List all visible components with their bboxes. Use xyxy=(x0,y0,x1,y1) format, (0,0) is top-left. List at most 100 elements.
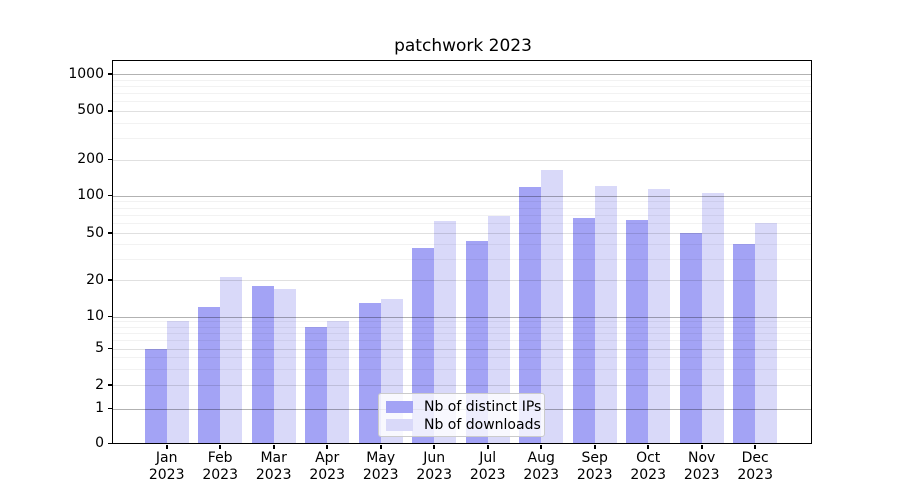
gridline-minor xyxy=(113,332,812,334)
y-tick-label: 50 xyxy=(86,224,104,241)
y-tick-label: 0 xyxy=(95,435,104,451)
bar-downloads-nov xyxy=(701,193,724,444)
bar-distinct-ips-feb xyxy=(198,306,221,444)
bar-downloads-jul xyxy=(487,216,510,444)
legend-swatch-distinct-ips xyxy=(386,401,413,413)
x-tick-label: Nov 2023 xyxy=(683,450,720,483)
gridline-minor xyxy=(113,259,812,261)
gridline-minor xyxy=(113,321,812,323)
x-axis-tick xyxy=(433,444,436,449)
x-tick-label: Sep 2023 xyxy=(576,450,613,483)
y-axis-tick xyxy=(108,232,112,234)
x-tick-label: Apr 2023 xyxy=(309,450,345,483)
bar-downloads-jun xyxy=(434,221,457,444)
legend-label-downloads: Nb of downloads xyxy=(424,417,541,433)
bar-distinct-ips-may xyxy=(358,302,381,444)
y-axis-tick xyxy=(108,407,112,410)
x-tick-label: May 2023 xyxy=(362,450,399,483)
gridline xyxy=(113,316,812,318)
plot-frame xyxy=(112,60,812,444)
y-tick-label: 200 xyxy=(77,151,104,167)
y-tick-label: 100 xyxy=(77,187,104,203)
gridline-minor xyxy=(113,101,812,103)
x-axis-tick xyxy=(540,444,543,449)
legend-swatch-downloads xyxy=(386,419,413,431)
gridline-minor xyxy=(113,368,812,370)
bar-downloads-jan xyxy=(166,321,189,444)
gridline-minor xyxy=(113,201,812,203)
bar-distinct-ips-jul xyxy=(465,240,488,444)
gridline-minor xyxy=(113,326,812,328)
x-tick-label: Jun 2023 xyxy=(416,450,452,483)
x-axis-tick xyxy=(700,444,703,449)
gridline xyxy=(113,159,812,161)
x-tick-label: Mar 2023 xyxy=(255,450,292,483)
gridline-minor xyxy=(113,122,812,124)
x-tick-label: Aug 2023 xyxy=(523,450,559,483)
gridline-minor xyxy=(113,93,812,95)
gridline xyxy=(113,74,812,76)
legend-entry-downloads: Nb of downloads xyxy=(386,416,544,434)
x-axis-tick xyxy=(219,444,222,449)
y-axis-tick xyxy=(108,194,112,197)
gridline-minor xyxy=(113,137,812,139)
bar-distinct-ips-aug xyxy=(519,186,542,444)
bar-downloads-aug xyxy=(541,170,564,444)
x-axis-tick xyxy=(754,444,757,449)
bar-distinct-ips-sep xyxy=(572,217,595,444)
y-tick-label: 5 xyxy=(95,340,104,356)
gridline-minor xyxy=(113,207,812,209)
gridline-minor xyxy=(113,223,812,225)
y-axis-tick xyxy=(108,347,112,350)
bar-distinct-ips-apr xyxy=(305,326,328,444)
gridline-minor xyxy=(113,340,812,342)
gridline-minor xyxy=(113,357,812,359)
gridline-minor xyxy=(113,244,812,246)
bar-downloads-mar xyxy=(273,288,296,444)
gridline-minor xyxy=(113,214,812,216)
gridline xyxy=(113,110,812,112)
gridline-minor xyxy=(113,79,812,81)
x-tick-label: Feb 2023 xyxy=(202,450,238,483)
legend: Nb of distinct IPs Nb of downloads xyxy=(378,393,545,437)
gridline-minor xyxy=(113,86,812,88)
y-axis-tick xyxy=(108,158,112,161)
bar-distinct-ips-jan xyxy=(144,348,167,444)
x-axis-tick xyxy=(272,444,275,449)
chart-title: patchwork 2023 xyxy=(394,36,532,56)
y-axis-tick xyxy=(108,109,112,112)
bar-distinct-ips-nov xyxy=(679,233,702,444)
x-tick-label: Dec 2023 xyxy=(737,450,773,483)
x-axis-tick xyxy=(593,444,596,449)
gridline xyxy=(113,233,812,234)
bar-downloads-dec xyxy=(755,223,778,444)
y-axis-tick xyxy=(108,384,112,386)
x-axis-tick xyxy=(165,444,168,449)
y-tick-label: 1 xyxy=(95,400,104,416)
bar-distinct-ips-oct xyxy=(626,220,649,444)
y-axis-tick xyxy=(108,315,112,318)
legend-label-distinct-ips: Nb of distinct IPs xyxy=(424,399,542,415)
bar-downloads-sep xyxy=(594,186,617,444)
y-tick-label: 1000 xyxy=(68,65,104,82)
x-axis-tick xyxy=(326,444,329,449)
gridline xyxy=(113,385,812,386)
bar-downloads-feb xyxy=(220,277,243,444)
bar-distinct-ips-dec xyxy=(733,244,756,444)
bar-distinct-ips-mar xyxy=(251,285,274,444)
y-axis-tick xyxy=(108,442,112,445)
y-tick-label: 500 xyxy=(77,102,104,119)
x-tick-label: Jul 2023 xyxy=(469,450,506,483)
gridline xyxy=(113,195,812,197)
y-axis-tick xyxy=(108,279,112,281)
x-tick-label: Jan 2023 xyxy=(148,450,185,483)
y-tick-label: 10 xyxy=(86,308,104,324)
x-axis-tick xyxy=(379,444,382,449)
bar-downloads-oct xyxy=(648,189,671,444)
gridline xyxy=(113,280,812,281)
y-axis-tick xyxy=(108,73,112,76)
legend-entry-distinct-ips: Nb of distinct IPs xyxy=(386,398,544,416)
y-tick-label: 2 xyxy=(95,376,104,393)
